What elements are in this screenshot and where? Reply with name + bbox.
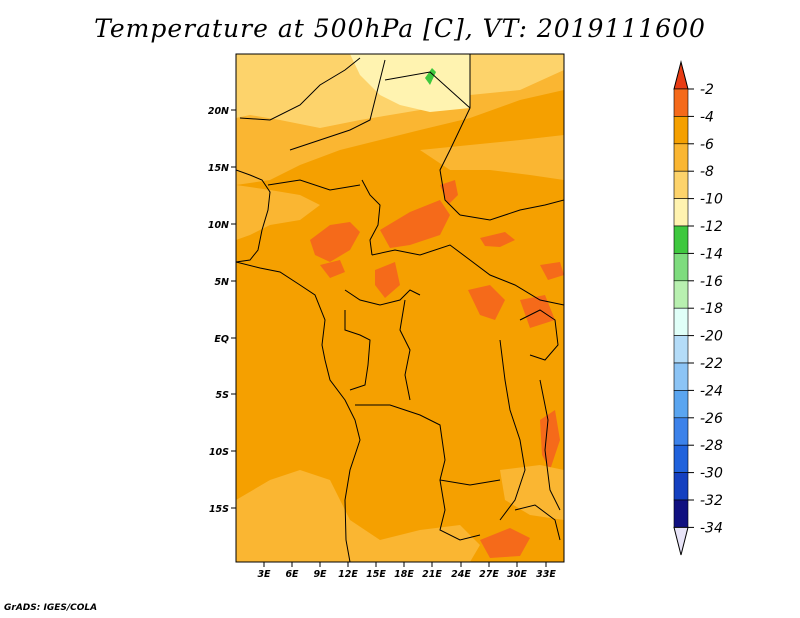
field-warm-cell-11: [480, 528, 530, 558]
lon-label: 3E: [257, 569, 271, 580]
field-medium-east: [420, 135, 564, 180]
colorbar-swatch: [673, 225, 689, 254]
colorbar-swatch: [673, 444, 689, 473]
border-coast-west: [236, 169, 271, 263]
border-drc-east: [499, 339, 526, 521]
field-warm-cell-5: [320, 260, 345, 278]
lat-label: EQ: [214, 334, 229, 345]
colorbar-label: -26: [700, 411, 723, 427]
border-angola-drc: [355, 404, 501, 486]
colorbar-label: -4: [700, 109, 714, 125]
border-burkina: [267, 179, 361, 191]
lon-label: 27E: [479, 569, 499, 580]
border-lake-victoria: [519, 309, 559, 361]
colorbar-swatch: [673, 143, 689, 172]
border-mauritania-mali: [239, 57, 361, 121]
colorbar-label: -10: [700, 192, 723, 208]
field-warm-cell-2: [380, 200, 450, 248]
colorbar-label: -2: [700, 82, 714, 98]
colorbar-label: -14: [700, 246, 723, 262]
colorbar-swatch: [673, 116, 689, 145]
colorbar-label: -34: [700, 520, 723, 536]
lat-axis: 20N 15N 10N 5N EQ 5S 10S 15S: [208, 106, 236, 515]
colorbar-label: -6: [700, 137, 714, 153]
border-car-south: [371, 244, 564, 306]
lon-label: 15E: [366, 569, 386, 580]
border-cameroon-south: [344, 289, 421, 306]
colorbar-label: -22: [700, 356, 723, 372]
border-niger-nigeria: [361, 179, 381, 256]
colorbar-top-arrow: [673, 60, 689, 90]
field-band-pale-north: [350, 54, 470, 112]
lat-label: 10N: [208, 220, 229, 231]
lat-label: 10S: [209, 447, 229, 458]
lon-label: 21E: [422, 569, 442, 580]
colorbar-swatch: [673, 170, 689, 199]
colorbar-swatch: [673, 253, 689, 282]
colorbar-swatch: [673, 198, 689, 227]
border-lake-tanganyika: [539, 379, 561, 511]
colorbar-swatch: [673, 307, 689, 336]
borders: [236, 54, 564, 562]
field-medium-south: [236, 470, 480, 562]
lon-axis: 3E 6E 9E 12E 15E 18E 21E 24E 27E 30E 33E: [257, 562, 556, 580]
colorbar-swatch: [673, 335, 689, 364]
colorbar-label: -28: [700, 438, 723, 454]
colorbar-swatch: [673, 390, 689, 419]
field-warm-cell-3: [440, 180, 458, 205]
map-frame: [235, 53, 565, 563]
lon-label: 30E: [507, 569, 527, 580]
colorbar-label: -16: [700, 274, 723, 290]
colorbar-label: -32: [700, 493, 723, 509]
border-malawi: [514, 504, 561, 541]
temperature-field: [236, 54, 564, 562]
colorbar-label: -24: [700, 383, 723, 399]
colorbar-label: -30: [700, 466, 723, 482]
lon-label: 18E: [394, 569, 414, 580]
colorbar-label: -18: [700, 301, 723, 317]
grads-credit: GrADS: IGES/COLA: [4, 603, 98, 613]
lon-label: 6E: [285, 569, 299, 580]
field-warm-cell-8: [540, 262, 564, 280]
border-angola-zambia: [439, 479, 481, 541]
colorbar-bottom-arrow: [673, 526, 689, 556]
colorbar-swatch: [673, 88, 689, 117]
border-mali-algeria: [289, 59, 386, 151]
field-warm-cell-10: [540, 410, 560, 470]
colorbar-label: -8: [700, 164, 714, 180]
lat-label: 5S: [216, 390, 230, 401]
field-warm-cell-6: [375, 262, 400, 298]
colorbar-swatch: [673, 362, 689, 391]
border-chad-sudan: [439, 54, 471, 216]
field-warm-cell-1: [310, 222, 360, 262]
field-medium-west: [236, 185, 320, 240]
colorbar-label: -12: [700, 219, 723, 235]
field-patch-green: [425, 68, 436, 85]
field-medium-southeast: [500, 465, 564, 520]
lon-label: 33E: [536, 569, 556, 580]
field-warm-cell-4: [480, 232, 515, 247]
colorbar-swatch: [673, 280, 689, 309]
field-warm-cell-7: [468, 285, 505, 320]
border-coast-gulf: [236, 261, 361, 562]
colorbar: -2 -4 -6 -8 -10 -12 -14 -16 -18 -20 -22 …: [673, 60, 723, 556]
lat-label: 5N: [214, 277, 229, 288]
colorbar-label: -20: [700, 329, 723, 345]
lon-label: 9E: [313, 569, 327, 580]
colorbar-swatch: [673, 499, 689, 528]
lat-label: 15S: [209, 504, 229, 515]
colorbar-swatch: [673, 417, 689, 446]
border-niger-libya: [384, 71, 471, 109]
border-gabon-congo: [344, 310, 371, 391]
lon-label: 12E: [338, 569, 358, 580]
lon-label: 24E: [451, 569, 471, 580]
chart-title: Temperature at 500hPa [C], VT: 201911160…: [94, 14, 706, 43]
colorbar-swatch: [673, 472, 689, 501]
lat-label: 15N: [208, 163, 229, 174]
border-congo-drc: [399, 299, 411, 401]
lat-label: 20N: [208, 106, 229, 117]
border-sudan-south: [459, 199, 564, 221]
